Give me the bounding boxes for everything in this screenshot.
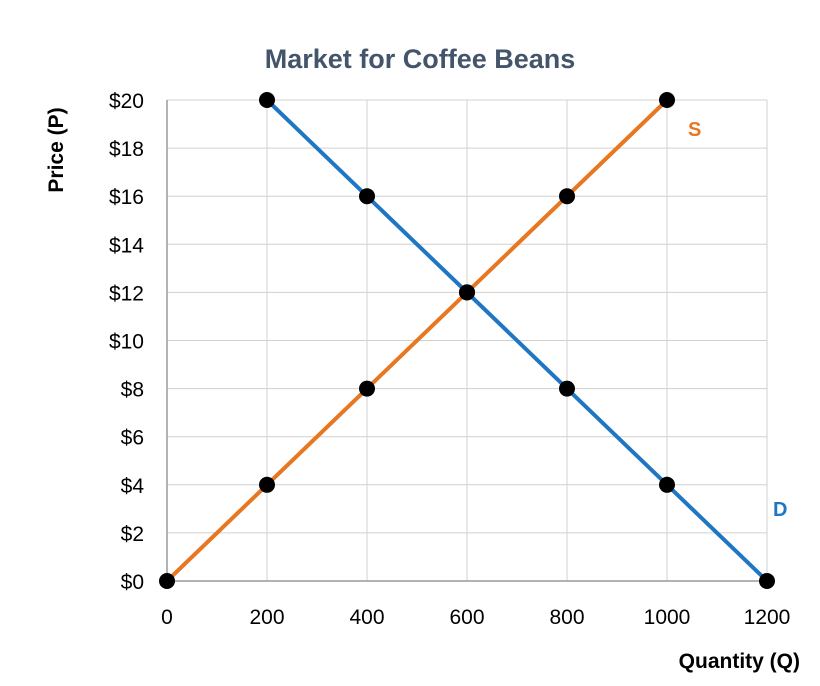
data-point-d	[459, 284, 475, 301]
x-tick-label: 800	[549, 606, 584, 629]
data-point-s	[659, 92, 675, 108]
x-axis-label: Quantity (Q)	[679, 650, 800, 673]
series-lines	[165, 98, 769, 583]
y-tick-label: $18	[109, 138, 144, 161]
chart-title: Market for Coffee Beans	[265, 44, 576, 74]
series-label-s: S	[688, 119, 701, 141]
y-tick-label: $14	[109, 234, 144, 257]
y-tick-label: $12	[109, 282, 144, 305]
data-point-d	[359, 188, 375, 205]
data-point-s	[159, 573, 175, 589]
x-tick-label: 400	[349, 606, 384, 629]
axes	[166, 100, 767, 582]
y-axis-label: Price (P)	[45, 107, 68, 192]
y-tick-label: $4	[121, 475, 145, 498]
series-line-s	[165, 98, 669, 583]
grid	[167, 99, 768, 581]
y-tick-label: $10	[109, 331, 144, 354]
y-tick-label: $6	[121, 427, 144, 450]
series-labels: SD	[688, 119, 787, 521]
data-point-s	[259, 476, 275, 493]
x-tick-label: 600	[449, 606, 484, 629]
data-point-d	[659, 476, 675, 493]
x-tick-label: 1000	[644, 606, 691, 629]
y-tick-label: $0	[121, 571, 144, 594]
data-point-s	[359, 380, 375, 397]
x-tick-label: 1200	[744, 606, 791, 629]
x-tick-label: 0	[161, 606, 173, 629]
tick-labels: 0 200 400 600 800 1000 1200 $0 $2 $4 $6 $8 $10 $12 $14…	[109, 90, 790, 629]
series-label-d: D	[773, 499, 787, 521]
x-tick-label: 200	[249, 606, 284, 629]
data-point-d	[559, 380, 575, 397]
y-tick-label: $2	[121, 523, 144, 546]
y-tick-label: $16	[109, 186, 144, 209]
series-points	[159, 92, 775, 589]
series-line-d	[265, 98, 769, 583]
y-tick-label: $8	[121, 379, 144, 402]
data-point-d	[759, 573, 775, 589]
data-point-d	[259, 92, 275, 108]
y-tick-label: $20	[109, 90, 144, 113]
data-point-s	[559, 188, 575, 205]
